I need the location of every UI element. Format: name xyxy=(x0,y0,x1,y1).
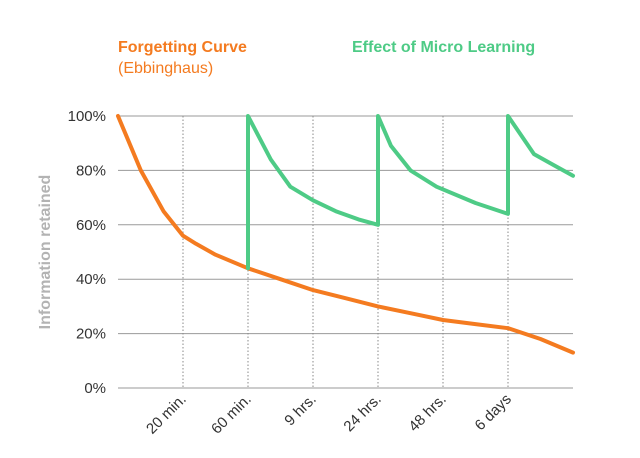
y-tick-label: 60% xyxy=(76,217,106,234)
y-tick-label: 40% xyxy=(76,271,106,288)
y-tick-label: 20% xyxy=(76,326,106,343)
y-tick-label: 80% xyxy=(76,162,106,179)
y-axis-ticks: 0% 20% 40% 60% 80% 100% xyxy=(68,108,106,397)
legend: Forgetting Curve (Ebbinghaus) Effect of … xyxy=(118,39,535,77)
x-tick-label: 6 days xyxy=(472,391,515,434)
series-forgetting-curve xyxy=(116,114,575,355)
y-axis-label: Information retained xyxy=(37,175,54,330)
x-tick-label: 24 hrs. xyxy=(340,391,384,435)
x-tick-label: 48 hrs. xyxy=(405,391,449,435)
x-tick-label: 60 min. xyxy=(208,391,255,438)
legend-title-forgetting-curve: Forgetting Curve xyxy=(118,39,247,56)
x-axis-ticks: 20 min. 60 min. 9 hrs. 24 hrs. 48 hrs. 6 days xyxy=(143,391,515,438)
grid xyxy=(118,115,573,389)
legend-subtitle-ebbinghaus: (Ebbinghaus) xyxy=(118,60,213,77)
x-tick-label: 9 hrs. xyxy=(281,391,320,430)
series-micro-learning xyxy=(246,114,575,271)
x-tick-label: 20 min. xyxy=(143,391,190,438)
y-tick-label: 100% xyxy=(68,108,106,125)
legend-title-micro-learning: Effect of Micro Learning xyxy=(352,39,535,56)
y-tick-label: 0% xyxy=(84,380,106,397)
series-lines xyxy=(116,114,575,355)
